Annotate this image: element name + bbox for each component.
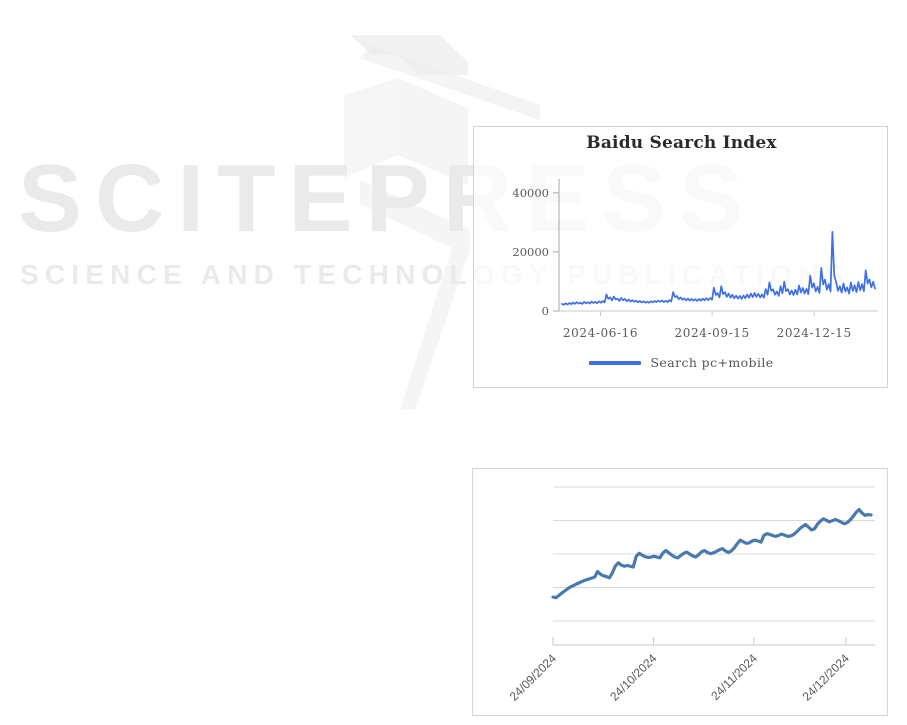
svg-text:24/09/2024: 24/09/2024 xyxy=(507,651,560,704)
legend-color-swatch xyxy=(589,360,642,365)
svg-text:40000: 40000 xyxy=(512,186,549,200)
top-chart-axes xyxy=(553,179,878,316)
svg-text:24/12/2024: 24/12/2024 xyxy=(800,651,853,704)
secondary-trend-plot: 24/09/2024 24/10/2024 24/11/2024 24/12/2024 xyxy=(507,486,875,704)
svg-text:24/10/2024: 24/10/2024 xyxy=(607,651,660,704)
bottom-chart-x-tick-labels: 24/09/2024 24/10/2024 24/11/2024 24/12/2024 xyxy=(507,651,853,704)
bottom-chart-series-line xyxy=(551,507,873,600)
top-chart-series-line xyxy=(561,230,876,306)
legend-label: Search pc+mobile xyxy=(650,355,774,370)
svg-text:2024-06-16: 2024-06-16 xyxy=(563,326,638,340)
svg-text:24/11/2024: 24/11/2024 xyxy=(708,651,760,703)
top-chart-y-tick-labels: 0 20000 40000 xyxy=(512,186,549,318)
bottom-chart-x-axis xyxy=(552,637,875,646)
chart-title: Baidu Search Index xyxy=(586,133,777,153)
secondary-trend-chart-card: 24/09/2024 24/10/2024 24/11/2024 24/12/2024 xyxy=(472,468,888,716)
baidu-search-index-plot: 0 20000 40000 2024-06-16 2024-09-15 2024-12-… xyxy=(512,179,878,340)
svg-text:0: 0 xyxy=(542,304,549,318)
chart-legend: Search pc+mobile xyxy=(474,355,889,370)
svg-text:2024-12-15: 2024-12-15 xyxy=(777,326,852,340)
baidu-search-index-chart-card: Baidu Search Index 0 20000 40000 2024-06-1… xyxy=(473,126,888,388)
svg-text:2024-09-15: 2024-09-15 xyxy=(675,326,750,340)
top-chart-x-tick-labels: 2024-06-16 2024-09-15 2024-12-15 xyxy=(563,326,852,340)
svg-text:20000: 20000 xyxy=(512,245,549,259)
